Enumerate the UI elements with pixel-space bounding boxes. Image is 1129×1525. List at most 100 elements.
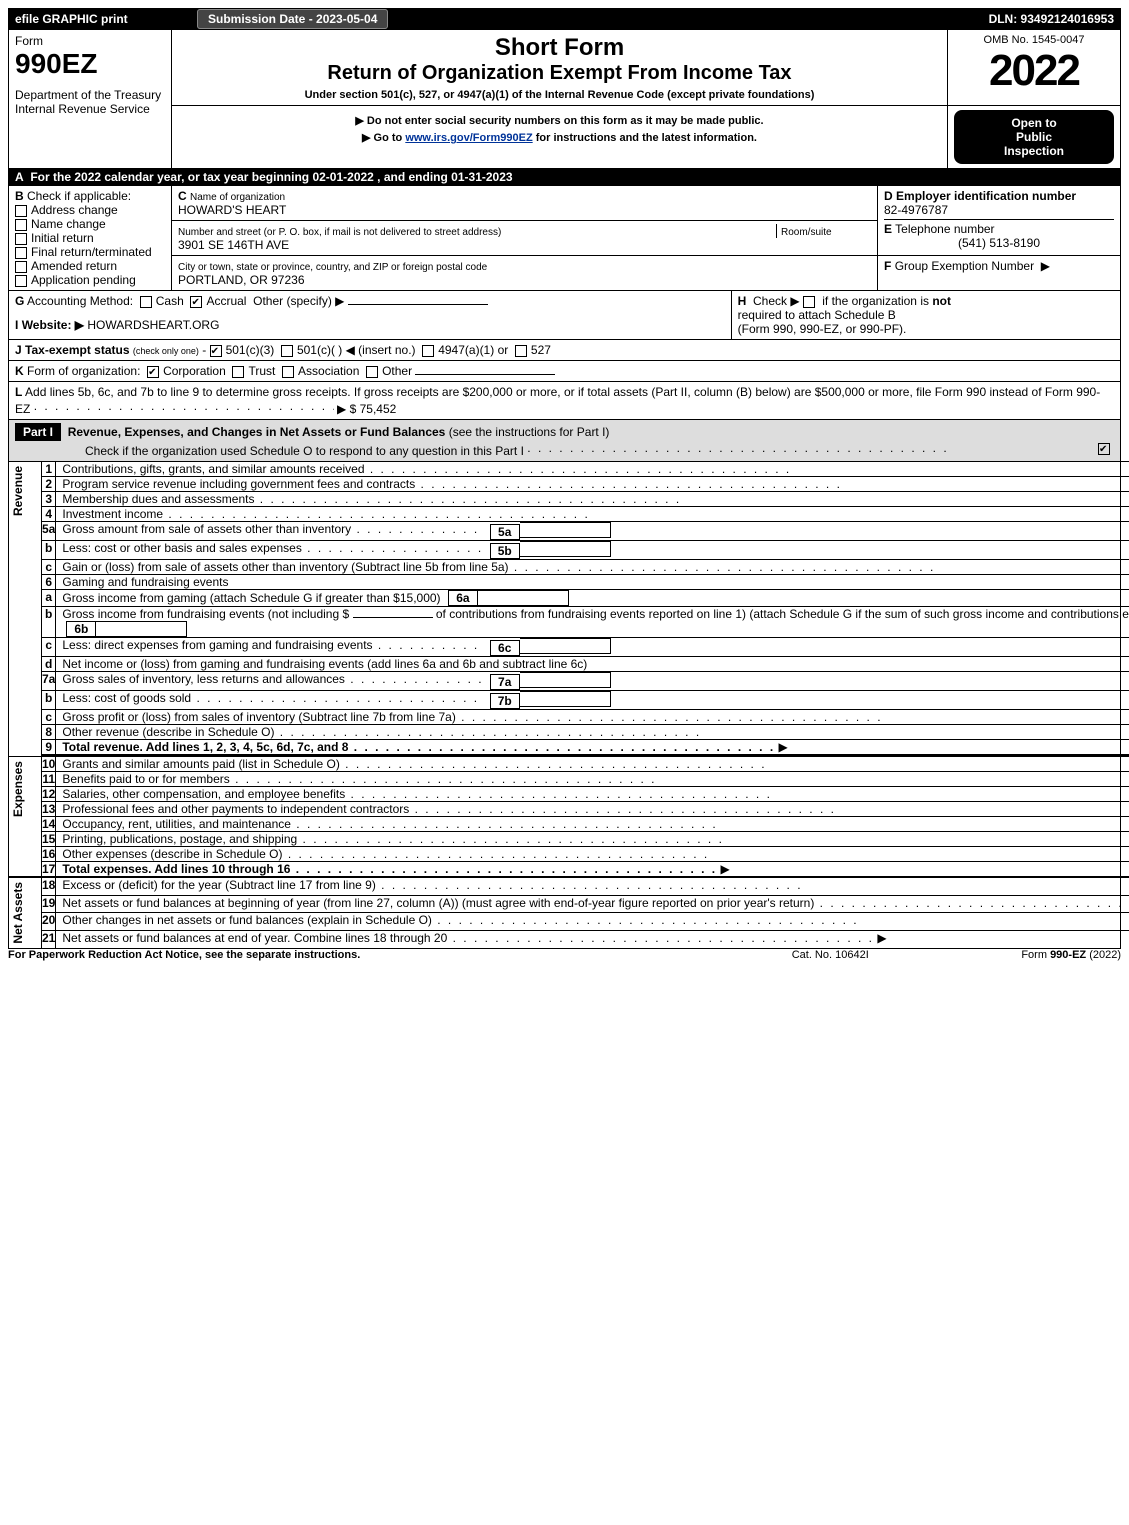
j-501c: 501(c)( ) ◀ (insert no.) — [297, 343, 416, 357]
f-arrow: ▶ — [1041, 259, 1050, 273]
n15: 15 — [42, 832, 56, 847]
goto-suffix: for instructions and the latest informat… — [533, 132, 757, 144]
cb-501c3[interactable] — [210, 345, 222, 357]
website-value: HOWARDSHEART.ORG — [87, 318, 219, 332]
part1-header: Part I Revenue, Expenses, and Changes in… — [9, 419, 1120, 461]
open-line1: Open to — [1011, 116, 1056, 130]
cb-527[interactable] — [515, 345, 527, 357]
sub7a: 7a — [490, 674, 520, 690]
cb-final-return[interactable] — [15, 247, 27, 259]
cb-application-pending[interactable] — [15, 275, 27, 287]
l-arrow: ▶ $ — [337, 402, 356, 416]
phone-value: (541) 513-8190 — [884, 236, 1114, 250]
org-name: HOWARD'S HEART — [178, 203, 286, 217]
efile-print[interactable]: efile GRAPHIC print — [9, 9, 191, 29]
footer-left: For Paperwork Reduction Act Notice, see … — [8, 949, 749, 961]
cb-trust[interactable] — [232, 366, 244, 378]
d5b: Less: cost or other basis and sales expe… — [62, 541, 482, 555]
k-other: Other — [382, 364, 412, 378]
n19: 19 — [42, 895, 56, 913]
h-text2: required to attach Schedule B — [738, 308, 896, 322]
revenue-side-label: Revenue — [9, 462, 27, 520]
opt-initial-return: Initial return — [31, 231, 94, 245]
c-name-label: Name of organization — [190, 192, 285, 203]
submission-date-button[interactable]: Submission Date - 2023-05-04 — [197, 9, 388, 29]
n21: 21 — [42, 931, 56, 948]
val6a[interactable] — [478, 590, 569, 606]
n13: 13 — [42, 802, 56, 817]
d13: Professional fees and other payments to … — [62, 802, 836, 816]
cb-501c[interactable] — [281, 345, 293, 357]
n6a: a — [42, 590, 56, 607]
part1-title: Revenue, Expenses, and Changes in Net As… — [68, 425, 446, 439]
d15: Printing, publications, postage, and shi… — [62, 832, 724, 846]
n1: 1 — [42, 462, 56, 477]
form-number: 990EZ — [15, 48, 165, 80]
g-label: Accounting Method: — [27, 294, 133, 308]
k-assoc: Association — [298, 364, 359, 378]
topbar: efile GRAPHIC print Submission Date - 20… — [9, 9, 1120, 29]
opt-application-pending: Application pending — [31, 273, 136, 287]
return-title: Return of Organization Exempt From Incom… — [178, 62, 941, 85]
d3: Membership dues and assessments — [62, 492, 681, 506]
val7a[interactable] — [520, 672, 611, 688]
cb-h[interactable] — [803, 296, 815, 308]
n8: 8 — [42, 725, 56, 740]
ghijk-block: G Accounting Method: Cash Accrual Other … — [9, 290, 1120, 419]
n7b: b — [42, 691, 56, 710]
part1-tag: Part I — [15, 423, 61, 441]
opt-address-change: Address change — [31, 203, 118, 217]
footer: For Paperwork Reduction Act Notice, see … — [8, 949, 1121, 961]
e-label: Telephone number — [895, 222, 994, 236]
g-other-input[interactable] — [348, 304, 488, 305]
j-label: Tax-exempt status — [25, 343, 129, 357]
6b-amount-input[interactable] — [353, 617, 433, 618]
cb-other[interactable] — [366, 366, 378, 378]
val7b[interactable] — [520, 691, 611, 707]
opt-final-return: Final return/terminated — [31, 245, 152, 259]
cb-accrual[interactable] — [190, 296, 202, 308]
expenses-side-label: Expenses — [9, 757, 27, 821]
cb-4947[interactable] — [422, 345, 434, 357]
val5b[interactable] — [520, 541, 611, 557]
omb-number: OMB No. 1545-0047 — [954, 34, 1114, 46]
header-block: Form 990EZ Department of the Treasury In… — [9, 29, 1120, 168]
d20: Other changes in net assets or fund bala… — [62, 913, 858, 927]
d2: Program service revenue including govern… — [62, 477, 842, 491]
d21: Net assets or fund balances at end of ye… — [62, 931, 874, 945]
cb-name-change[interactable] — [15, 219, 27, 231]
val5a[interactable] — [520, 522, 611, 538]
opt-amended-return: Amended return — [31, 259, 117, 273]
n17: 17 — [42, 862, 56, 878]
dept-treasury: Department of the Treasury — [15, 88, 165, 102]
sub5a: 5a — [490, 524, 520, 540]
b-label: Check if applicable: — [27, 189, 131, 203]
n11: 11 — [42, 772, 56, 787]
letter-a: A — [15, 170, 24, 184]
cb-corporation[interactable] — [147, 366, 159, 378]
letter-l: L — [15, 385, 22, 399]
val6c[interactable] — [520, 638, 611, 654]
letter-k: K — [15, 364, 24, 378]
goto-prefix: ▶ Go to — [362, 132, 405, 144]
val6b[interactable] — [96, 621, 187, 637]
cb-initial-return[interactable] — [15, 233, 27, 245]
d6: Gaming and fundraising events — [56, 575, 1129, 590]
n6c: c — [42, 638, 56, 657]
h-check-label: Check ▶ — [753, 294, 800, 308]
irs-link[interactable]: www.irs.gov/Form990EZ — [405, 132, 532, 144]
cb-association[interactable] — [282, 366, 294, 378]
d7a: Gross sales of inventory, less returns a… — [62, 672, 482, 686]
part1-leader — [527, 441, 947, 455]
cb-amended-return[interactable] — [15, 261, 27, 273]
k-label: Form of organization: — [27, 364, 140, 378]
cb-cash[interactable] — [140, 296, 152, 308]
cb-address-change[interactable] — [15, 205, 27, 217]
f-label: Group Exemption Number — [895, 259, 1034, 273]
ein-value: 82-4976787 — [884, 203, 948, 217]
k-other-input[interactable] — [415, 374, 555, 375]
bcdef-block: B Check if applicable: Address change Na… — [9, 186, 1120, 290]
footer-right-form: 990-EZ — [1050, 949, 1086, 961]
dept-irs: Internal Revenue Service — [15, 102, 165, 116]
cb-schedule-o[interactable] — [1098, 443, 1110, 455]
